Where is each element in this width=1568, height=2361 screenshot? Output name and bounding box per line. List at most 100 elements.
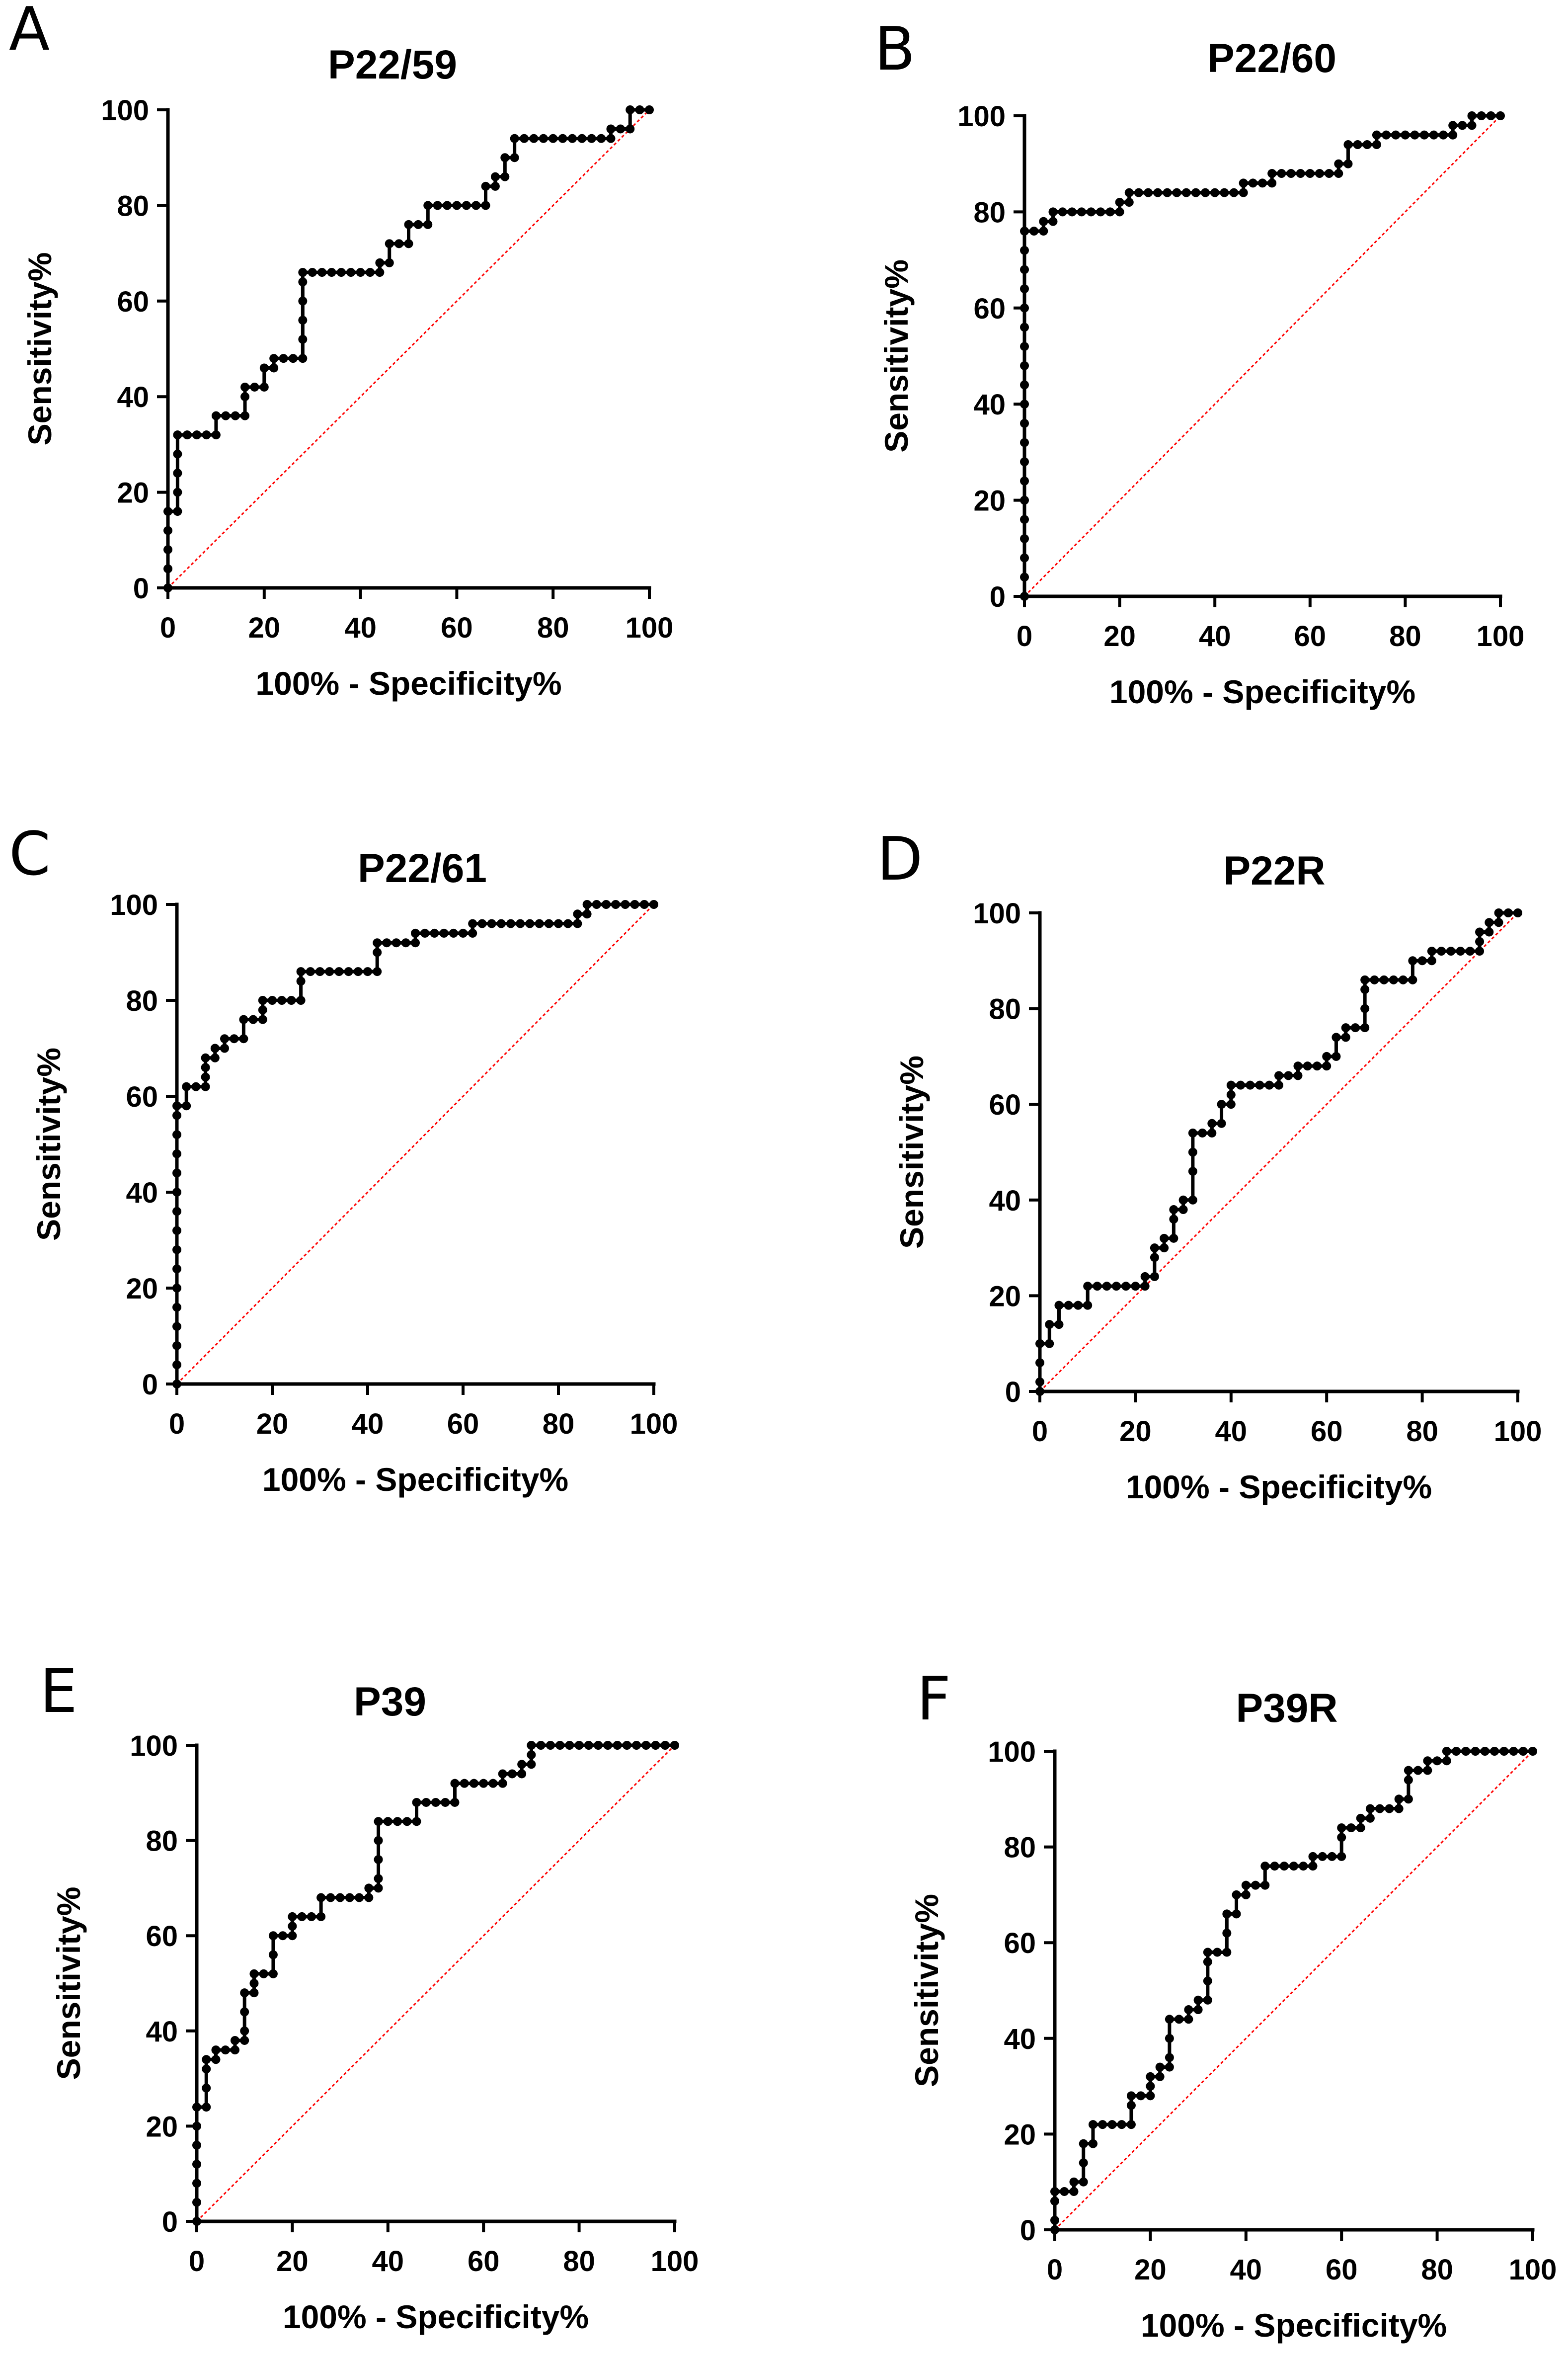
roc-point xyxy=(1201,188,1210,197)
roc-point xyxy=(1299,1862,1308,1871)
roc-point xyxy=(296,977,306,986)
x-axis-label: 100% - Specificity% xyxy=(283,2298,589,2335)
x-tick-label: 40 xyxy=(344,612,377,644)
roc-point xyxy=(172,1245,181,1254)
roc-point xyxy=(163,545,172,555)
roc-point xyxy=(335,1893,345,1902)
roc-point xyxy=(563,919,573,928)
x-tick-label: 80 xyxy=(543,1408,575,1440)
roc-point xyxy=(192,430,202,440)
roc-point xyxy=(1503,908,1513,917)
roc-point xyxy=(172,1303,181,1312)
panel-letter: E xyxy=(40,1657,78,1726)
roc-point xyxy=(1293,1061,1303,1071)
roc-point xyxy=(1020,476,1029,486)
roc-point xyxy=(1456,947,1465,956)
roc-point xyxy=(1050,2197,1059,2206)
roc-point xyxy=(182,1082,191,1091)
roc-point xyxy=(587,134,596,143)
roc-point xyxy=(1274,1080,1283,1090)
roc-point xyxy=(500,153,510,163)
roc-point xyxy=(1308,1862,1318,1871)
roc-point xyxy=(1077,207,1086,217)
roc-point xyxy=(259,382,269,392)
roc-point xyxy=(1296,169,1305,178)
roc-point xyxy=(230,2035,239,2045)
roc-point xyxy=(481,201,490,210)
roc-point xyxy=(1315,169,1324,178)
roc-point xyxy=(462,201,471,210)
roc-point xyxy=(460,1779,469,1788)
x-tick-label: 100 xyxy=(1494,1415,1542,1448)
roc-point xyxy=(641,1741,651,1750)
roc-point xyxy=(1175,2015,1184,2024)
roc-point xyxy=(1360,1004,1370,1013)
roc-point xyxy=(584,1741,593,1750)
roc-point xyxy=(527,1750,536,1760)
roc-point xyxy=(1144,188,1153,197)
roc-point xyxy=(450,1797,460,1807)
roc-point xyxy=(172,1111,181,1120)
roc-point xyxy=(211,411,221,420)
roc-point xyxy=(412,1817,421,1826)
roc-point xyxy=(1270,1862,1279,1871)
roc-point xyxy=(1169,1233,1178,1243)
roc-point xyxy=(592,900,601,909)
roc-point xyxy=(1087,207,1096,217)
roc-point xyxy=(1217,1119,1226,1128)
roc-point xyxy=(1226,1100,1236,1109)
roc-point xyxy=(1232,1909,1241,1919)
roc-point xyxy=(220,1044,229,1053)
roc-point xyxy=(163,564,172,573)
y-axis-label: Sensitivity% xyxy=(908,1894,945,2087)
x-tick-label: 20 xyxy=(1103,620,1136,652)
x-tick-label: 0 xyxy=(160,612,176,644)
roc-point xyxy=(1020,361,1029,370)
roc-point xyxy=(1093,1282,1102,1291)
roc-point xyxy=(1083,1301,1093,1310)
y-tick-label: 60 xyxy=(126,1081,158,1113)
roc-point xyxy=(1098,2120,1107,2129)
roc-point xyxy=(249,1969,259,1978)
roc-point xyxy=(1442,1756,1451,1766)
roc-point xyxy=(287,996,296,1005)
x-axis-label: 100% - Specificity% xyxy=(1126,1468,1432,1505)
roc-point xyxy=(364,1893,374,1902)
y-tick-label: 80 xyxy=(973,196,1006,229)
roc-point xyxy=(606,124,616,134)
roc-point xyxy=(1169,1205,1178,1215)
y-tick-label: 40 xyxy=(117,381,149,413)
x-tick-label: 100 xyxy=(626,612,674,644)
reference-line xyxy=(1039,912,1519,1392)
roc-point xyxy=(1226,1080,1236,1090)
roc-point xyxy=(202,430,211,440)
roc-point xyxy=(202,2064,211,2074)
roc-point xyxy=(1035,1339,1044,1348)
roc-point xyxy=(172,1207,181,1216)
roc-point xyxy=(516,919,525,928)
roc-point xyxy=(1050,2215,1059,2225)
roc-point xyxy=(1332,1052,1341,1061)
x-tick-label: 60 xyxy=(447,1408,479,1440)
roc-point xyxy=(202,2055,211,2064)
roc-point xyxy=(1423,1766,1432,1775)
roc-point xyxy=(433,201,442,210)
x-tick-label: 60 xyxy=(468,2245,500,2278)
roc-point xyxy=(334,967,344,977)
roc-point xyxy=(565,1741,574,1750)
roc-point xyxy=(1096,207,1105,217)
roc-point xyxy=(288,1931,297,1941)
roc-point xyxy=(1117,2120,1126,2129)
reference-line xyxy=(1023,115,1501,597)
roc-point xyxy=(1035,1377,1044,1386)
roc-point xyxy=(258,996,267,1005)
roc-point xyxy=(1210,188,1220,197)
roc-point xyxy=(490,181,500,191)
roc-point xyxy=(626,124,635,134)
roc-point xyxy=(1146,2091,1155,2101)
roc-point xyxy=(1499,1747,1509,1756)
roc-point xyxy=(163,526,172,535)
x-tick-label: 0 xyxy=(1032,1415,1048,1448)
roc-point xyxy=(471,201,481,210)
roc-point xyxy=(544,919,553,928)
